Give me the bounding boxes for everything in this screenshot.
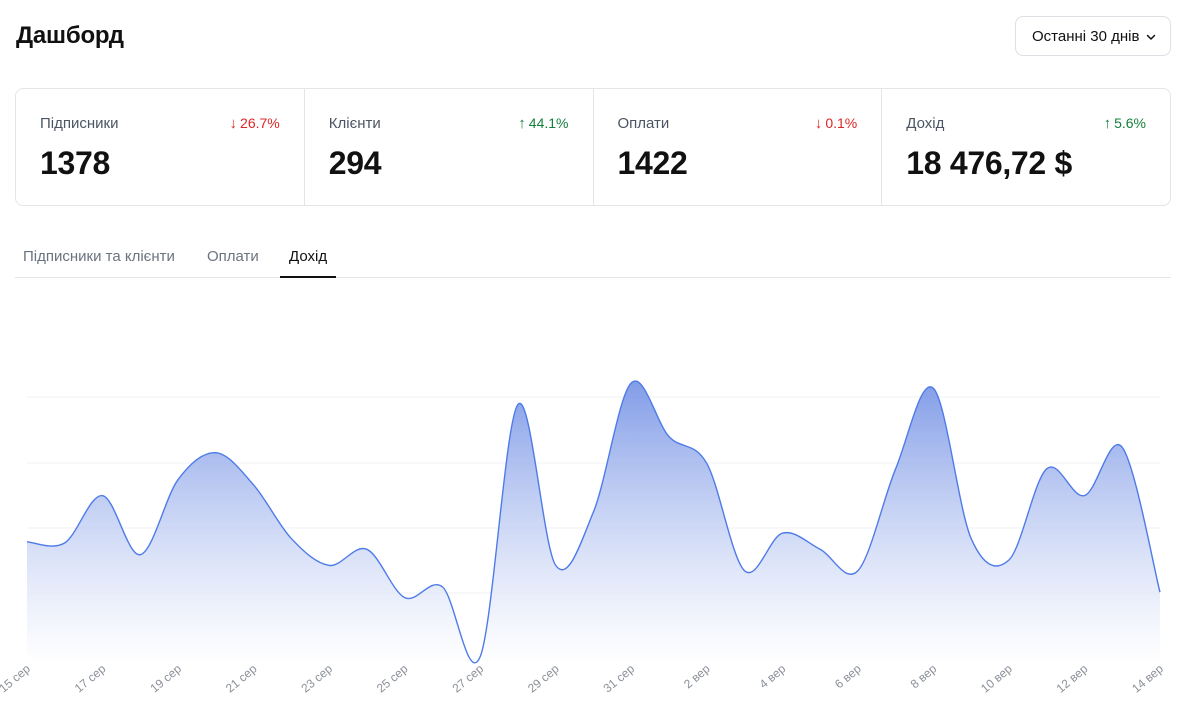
revenue-area-chart: 15 сер 17 сер 19 сер 21 сер 23 сер 25 сер 27 с… <box>0 380 1166 696</box>
revenue-line <box>26 380 1161 664</box>
stats-panel: Підписники ↓ 26.7% 1378 Клієнти ↑ 44.1% … <box>15 88 1171 206</box>
x-tick-label: 8 вер <box>908 661 940 691</box>
stat-label: Підписники <box>40 115 119 132</box>
arrow-down-icon: ↓ <box>814 114 823 132</box>
x-tick-label: 6 вер <box>832 661 864 691</box>
x-tick-label: 19 сер <box>147 661 184 695</box>
arrow-up-icon: ↑ <box>518 114 526 132</box>
date-range-label: Останні 30 днів <box>1032 27 1140 45</box>
x-tick-label: 27 сер <box>450 661 487 695</box>
tab-payments[interactable]: Оплати <box>207 248 259 265</box>
stat-change: ↑ 5.6% <box>1104 115 1146 131</box>
stat-value: 1422 <box>617 145 688 181</box>
x-tick-label: 2 вер <box>681 661 713 691</box>
date-range-select[interactable]: Останні 30 днів <box>1015 16 1171 56</box>
x-tick-label: 17 сер <box>72 661 109 695</box>
stat-label: Дохід <box>906 115 945 132</box>
x-tick-label: 25 сер <box>374 661 411 695</box>
stat-change: ↑ 44.1% <box>518 115 568 131</box>
stat-label: Оплати <box>617 115 670 132</box>
stat-change-value: 5.6% <box>1114 115 1146 131</box>
x-tick-label: 21 сер <box>223 661 260 695</box>
x-tick-label: 12 вер <box>1054 661 1091 695</box>
stat-value: 18 476,72 $ <box>906 145 1072 181</box>
stat-card-clients: Клієнти ↑ 44.1% 294 <box>305 89 594 205</box>
stat-value: 1378 <box>40 145 110 181</box>
page-title: Дашборд <box>16 22 124 49</box>
x-tick-label: 10 вер <box>978 661 1015 695</box>
tab-bar: Підписники та клієнти Оплати Дохід <box>15 240 1171 278</box>
stat-change-value: 26.7% <box>240 115 280 131</box>
revenue-area <box>27 381 1160 663</box>
x-tick-label: 15 сер <box>0 661 33 695</box>
stat-card-payments: Оплати ↓ 0.1% 1422 <box>594 89 883 205</box>
arrow-up-icon: ↑ <box>1103 114 1112 132</box>
stat-change: ↓ 0.1% <box>815 115 857 131</box>
arrow-down-icon: ↓ <box>229 114 238 132</box>
x-tick-label: 23 сер <box>298 661 335 695</box>
stat-value: 294 <box>328 145 382 181</box>
tab-revenue[interactable]: Дохід <box>289 248 328 265</box>
x-tick-label: 4 вер <box>757 661 789 691</box>
stat-card-revenue: Дохід ↑ 5.6% 18 476,72 $ <box>882 89 1170 205</box>
tab-subscribers-clients[interactable]: Підписники та клієнти <box>23 248 175 265</box>
stat-label: Клієнти <box>328 115 381 132</box>
x-tick-label: 29 сер <box>525 661 562 695</box>
chevron-down-icon <box>1146 34 1156 40</box>
stat-change: ↓ 26.7% <box>230 115 280 131</box>
active-tab-indicator <box>280 276 336 278</box>
x-axis-ticks: 15 сер 17 сер 19 сер 21 сер 23 сер 25 сер 27 с… <box>0 661 1166 695</box>
stat-change-value: 44.1% <box>528 115 569 131</box>
x-tick-label: 14 вер <box>1129 661 1166 695</box>
stat-change-value: 0.1% <box>825 115 858 131</box>
stat-card-subscribers: Підписники ↓ 26.7% 1378 <box>16 89 305 205</box>
x-tick-label: 31 сер <box>601 661 638 695</box>
